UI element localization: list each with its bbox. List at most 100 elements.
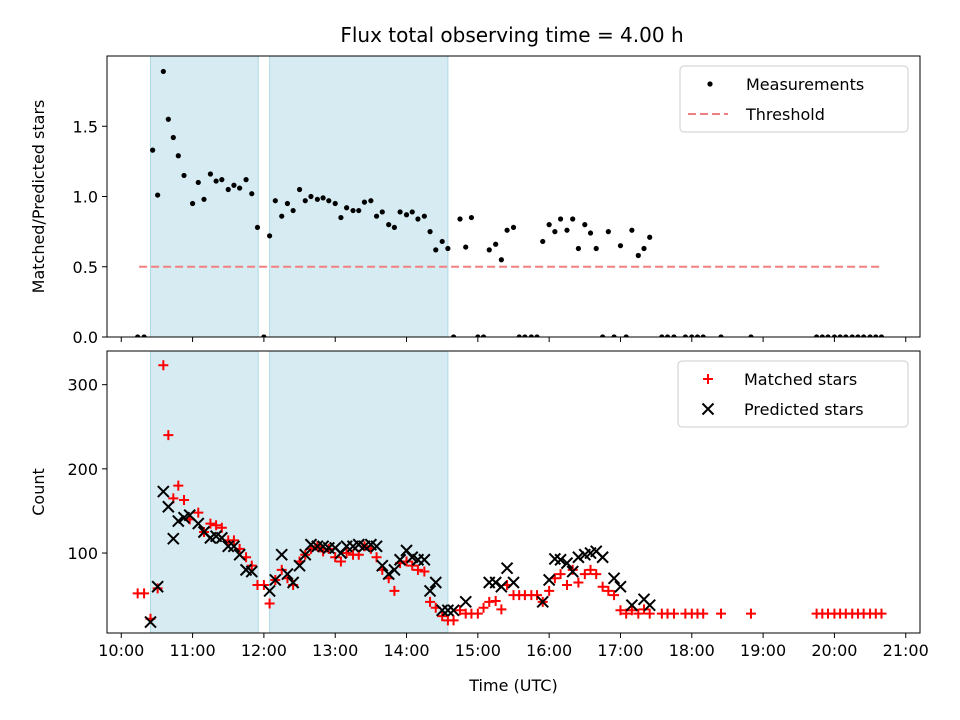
data-point [227,540,241,553]
data-point [493,241,499,247]
data-point [490,596,501,607]
data-point [682,334,688,337]
data-point [445,245,451,252]
data-point [391,224,398,231]
data-point [165,116,171,122]
legend-marker [701,402,715,416]
data-point [441,604,455,617]
y-tick-label: 300 [67,376,98,395]
data-point [643,599,656,612]
x-tick-label: 15:00 [455,641,501,660]
data-point [311,540,324,553]
data-point [623,334,629,337]
x-tick-label: 18:00 [669,641,715,660]
data-point [344,205,350,211]
data-point [463,244,469,250]
data-point [179,494,190,505]
legend-label: Predicted stars [744,400,864,419]
data-point [855,334,861,337]
data-point [641,245,647,252]
data-point [560,556,574,570]
data-point [222,540,235,553]
data-point [157,485,170,498]
data-point [609,590,620,601]
data-point [457,216,463,222]
y-tick-label: 0.5 [73,258,98,277]
data-point [500,561,514,575]
data-point [716,608,727,619]
data-point [561,580,572,591]
data-point [486,247,492,253]
data-point [215,531,229,545]
legend-marker [703,374,713,384]
legend-box [677,360,909,428]
chart-title: Flux total observing time = 4.00 h [340,23,683,47]
data-point [603,585,614,596]
data-point [425,596,436,607]
data-point [276,564,287,575]
top-panel-ratio: 0.0 0.5 1.0 1.5 Matched/Predicted stars Measu… [29,55,921,347]
data-point [338,214,344,221]
data-point [572,551,585,564]
data-point [326,198,332,204]
y-tick-label: 0.0 [73,328,98,347]
data-point [264,598,275,609]
data-point [570,216,576,222]
data-point [407,560,418,571]
data-point [528,334,534,337]
x-tick-label: 11:00 [170,641,216,660]
axes-frame [106,350,921,634]
data-point [748,334,754,337]
data-point [237,185,243,191]
data-point [579,569,590,580]
data-point [605,229,611,235]
data-point [332,200,338,207]
data-point [475,334,481,337]
data-point [308,193,314,200]
data-point [290,207,296,214]
data-point [573,577,584,588]
data-point [152,583,163,594]
x-tick-label: 16:00 [526,641,572,660]
legend: Measurements Threshold [679,65,909,133]
data-point [263,584,276,598]
data-point [625,599,639,612]
data-point [170,134,176,141]
data-point [689,334,695,337]
data-point [819,334,825,337]
data-point [615,605,626,616]
data-point [335,556,346,567]
data-point [296,186,303,193]
data-point [373,213,380,219]
data-point [542,573,556,587]
y-axis-label: Matched/Predicted stars [29,100,48,294]
data-point [403,212,410,218]
data-point [498,257,504,263]
series-measurements [135,68,885,337]
x-tick-label: 17:00 [597,641,643,660]
data-point [267,233,273,239]
data-point [272,198,278,204]
data-point [211,520,222,531]
data-point [596,551,609,564]
data-point [437,611,448,622]
data-point [193,507,204,518]
data-point [423,584,437,598]
data-point [389,585,400,596]
data-point [635,252,641,259]
data-point [427,229,433,235]
data-point [189,200,196,207]
data-point [205,518,216,529]
data-point [258,580,269,591]
data-point [472,608,483,619]
data-point [593,245,599,252]
data-point [668,608,679,619]
data-point [489,576,502,589]
data-point [546,222,552,228]
data-point [302,198,308,204]
data-point [659,334,665,337]
data-point [388,563,401,577]
data-point [379,209,385,215]
legend-marker [707,81,713,87]
data-point [534,334,540,337]
